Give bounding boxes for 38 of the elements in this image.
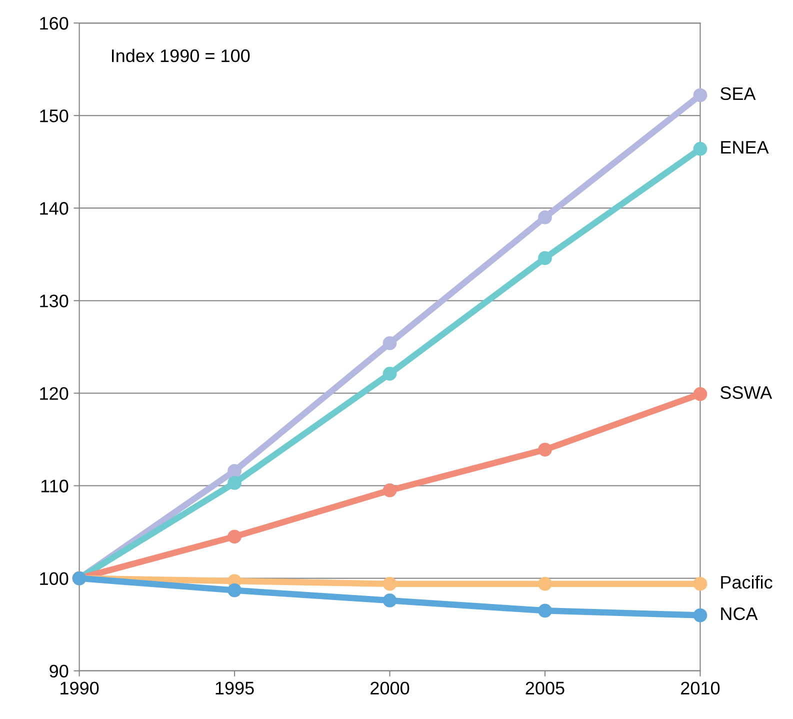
- point: [538, 210, 552, 224]
- point: [228, 530, 242, 544]
- y-tick-label: 100: [40, 572, 68, 585]
- point: [228, 583, 242, 598]
- annotation: Index 1990 = 100: [112, 48, 250, 62]
- series-label: SSWA: [720, 386, 772, 399]
- y-tick-label: 140: [40, 202, 68, 215]
- point: [538, 251, 552, 266]
- series-label: Pacific: [721, 575, 772, 589]
- point: [693, 608, 708, 622]
- y-tick-label: 120: [40, 387, 68, 400]
- point: [693, 576, 708, 591]
- y-tick-label: 110: [41, 480, 68, 492]
- series-label: ENEA: [721, 141, 769, 154]
- x-tick-label: 2005: [526, 682, 564, 695]
- y-tick-label: 160: [40, 16, 68, 30]
- point: [382, 576, 397, 591]
- point: [382, 336, 397, 350]
- y-tick-label: 130: [40, 294, 68, 308]
- point: [538, 604, 552, 618]
- point: [228, 476, 242, 490]
- point: [228, 464, 242, 478]
- x-tick-label: 1990: [60, 682, 99, 695]
- point: [382, 594, 397, 608]
- point: [538, 442, 552, 457]
- series-label: SEA: [720, 87, 756, 100]
- point: [382, 366, 397, 381]
- point: [538, 576, 552, 591]
- series-label: NCA: [721, 607, 758, 620]
- x-tick-label: 2010: [681, 682, 720, 695]
- point: [382, 483, 397, 498]
- x-tick-label: 1995: [216, 682, 254, 695]
- y-tick-label: 150: [40, 109, 68, 122]
- point: [693, 142, 708, 156]
- x-tick-label: 2000: [370, 682, 410, 695]
- y-tick-label: 90: [50, 664, 68, 678]
- point: [693, 88, 708, 102]
- point: [693, 387, 708, 402]
